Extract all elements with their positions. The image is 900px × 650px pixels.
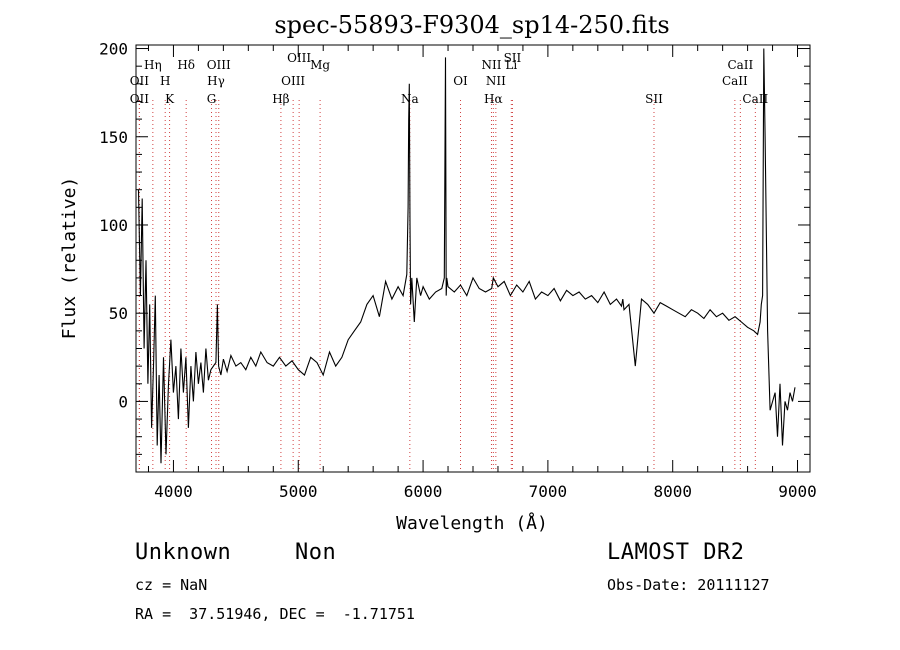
- ra-dec: RA = 37.51946, DEC = -1.71751: [135, 605, 415, 623]
- line-label: CaII: [722, 74, 748, 88]
- y-tick-label: 100: [99, 216, 128, 235]
- line-label: Hβ: [272, 92, 289, 106]
- survey-name: LAMOST DR2: [607, 540, 745, 565]
- line-label: K: [165, 92, 175, 106]
- line-label: Hη: [144, 58, 162, 72]
- line-label: Li: [505, 58, 517, 72]
- x-tick-label: 9000: [778, 482, 817, 501]
- redshift-cz: cz = NaN: [135, 576, 208, 594]
- x-tick-label: 4000: [154, 482, 193, 501]
- line-label: CaII: [742, 92, 768, 106]
- y-axis-label: Flux (relative): [59, 177, 80, 340]
- line-label: OIII: [287, 51, 311, 65]
- x-tick-label: 7000: [529, 482, 568, 501]
- y-tick-label: 50: [109, 304, 128, 323]
- y-tick-label: 150: [99, 128, 128, 147]
- x-axis: 4000 5000 6000 7000 8000 9000: [147, 45, 817, 501]
- y-tick-label: 200: [99, 40, 128, 59]
- line-label: G: [207, 92, 217, 106]
- spectrum-series-line: [137, 48, 796, 464]
- y-tick-label: 0: [118, 392, 128, 411]
- line-label: OIII: [281, 74, 305, 88]
- x-tick-label: 5000: [279, 482, 318, 501]
- line-label: OI: [453, 74, 468, 88]
- line-label: H: [160, 74, 170, 88]
- line-label: Hα: [484, 92, 503, 106]
- line-label: NII: [481, 58, 501, 72]
- line-label: Mg: [310, 58, 330, 72]
- line-label: NII: [486, 74, 506, 88]
- y-axis: 0 50 100 150 200: [99, 40, 810, 455]
- spectral-subclass: Non: [295, 540, 337, 565]
- x-tick-label: 6000: [404, 482, 443, 501]
- line-label: Hδ: [177, 58, 195, 72]
- obs-date: Obs-Date: 20111127: [607, 576, 770, 594]
- x-axis-label: Wavelength (Å): [396, 512, 548, 534]
- spectral-class: Unknown: [135, 540, 232, 565]
- line-label: OIII: [207, 58, 231, 72]
- line-label: SII: [645, 92, 663, 106]
- line-label: OII: [130, 92, 150, 106]
- chart-title: spec-55893-F9304_sp14-250.fits: [274, 11, 669, 39]
- line-label: CaII: [727, 58, 753, 72]
- x-tick-label: 8000: [653, 482, 692, 501]
- line-label: SII: [504, 51, 522, 65]
- plot-frame: [135, 44, 811, 473]
- line-label: Hγ: [207, 74, 225, 88]
- line-label: OII: [130, 74, 150, 88]
